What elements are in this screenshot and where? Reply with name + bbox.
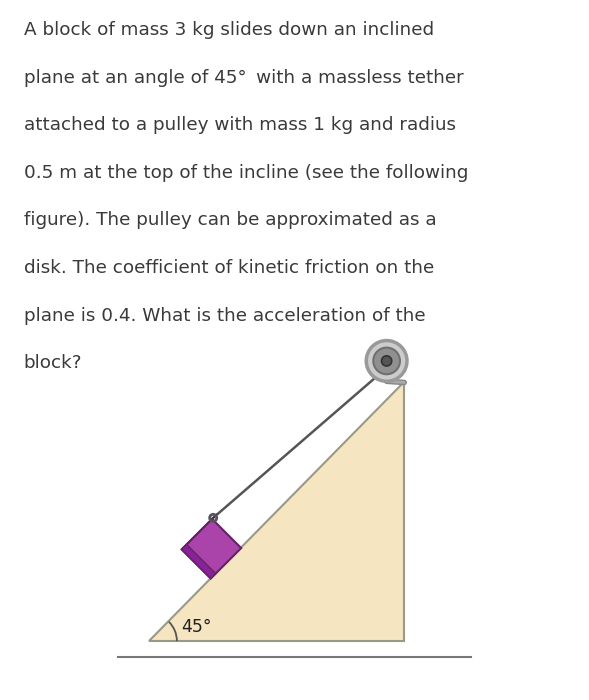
Text: disk. The coefficient of kinetic friction on the: disk. The coefficient of kinetic frictio… <box>24 259 434 277</box>
Polygon shape <box>150 382 404 641</box>
Text: 0.5 m at the top of the incline (see the following: 0.5 m at the top of the incline (see the… <box>24 164 468 182</box>
Text: 45°: 45° <box>181 619 212 636</box>
Circle shape <box>382 356 392 366</box>
Circle shape <box>366 340 407 382</box>
Text: block?: block? <box>24 354 82 372</box>
Polygon shape <box>181 514 217 550</box>
Polygon shape <box>181 519 241 579</box>
Text: figure). The pulley can be approximated as a: figure). The pulley can be approximated … <box>24 211 436 230</box>
Text: attached to a pulley with mass 1 kg and radius: attached to a pulley with mass 1 kg and … <box>24 116 455 134</box>
Circle shape <box>373 348 400 374</box>
Text: A block of mass 3 kg slides down an inclined: A block of mass 3 kg slides down an incl… <box>24 21 434 39</box>
Text: plane at an angle of 45°  with a massless tether: plane at an angle of 45° with a massless… <box>24 69 464 87</box>
Text: plane is 0.4. What is the acceleration of the: plane is 0.4. What is the acceleration o… <box>24 307 425 325</box>
Polygon shape <box>181 545 216 579</box>
